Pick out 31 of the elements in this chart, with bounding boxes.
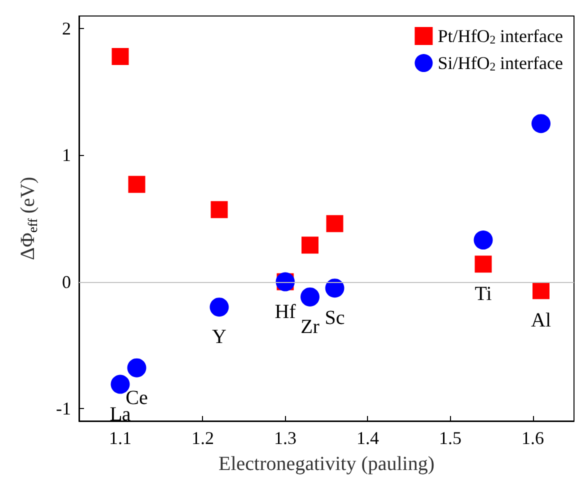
- point: [302, 236, 318, 254]
- x-tick-label: 1.4: [356, 428, 379, 448]
- y-tick-label: 0: [62, 272, 71, 292]
- y-tick-label: 2: [62, 18, 71, 39]
- point: [128, 176, 146, 193]
- point: [210, 298, 229, 317]
- point: [300, 287, 320, 306]
- point: [532, 282, 550, 300]
- annotation: Ti: [474, 283, 492, 306]
- annotation: Sc: [324, 307, 345, 330]
- point: [127, 358, 146, 378]
- x-tick-label: 1.5: [439, 428, 462, 448]
- point: [474, 256, 492, 273]
- point: [112, 48, 129, 65]
- y-tick-label: 1: [62, 145, 71, 166]
- y-tick-label: -1: [56, 398, 71, 418]
- x-tick-label: 1.2: [192, 428, 214, 448]
- annotation: Hf: [274, 300, 296, 323]
- annotation: Al: [531, 310, 552, 332]
- point: [326, 215, 344, 232]
- x-tick-label: 1.6: [522, 428, 544, 448]
- annotation: Zr: [300, 316, 320, 338]
- x-tick-label: 1.1: [109, 428, 132, 448]
- x-tick-label: 1.3: [274, 428, 296, 448]
- x-axis-title: Electronegativity (pauling): [218, 453, 435, 475]
- point: [210, 201, 228, 218]
- point: [532, 114, 550, 134]
- point: [474, 230, 493, 250]
- annotation: Y: [212, 326, 226, 348]
- y-axis-title: ΔΦeff (eV): [17, 176, 40, 260]
- point: [325, 278, 344, 298]
